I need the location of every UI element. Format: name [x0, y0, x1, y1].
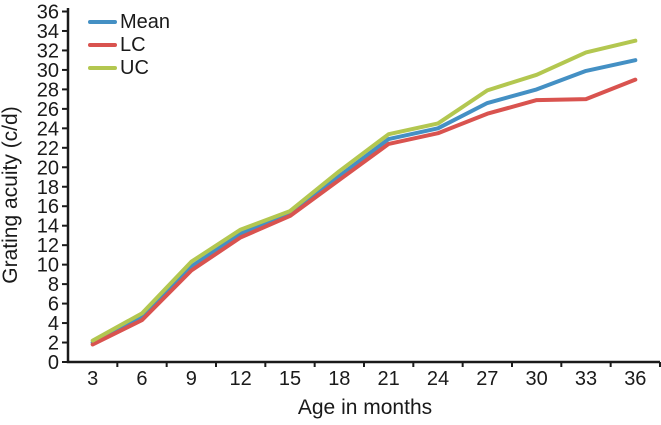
x-tick-label: 21 [378, 368, 400, 390]
y-tick-label: 18 [37, 177, 59, 199]
legend-swatch-lc [88, 42, 117, 47]
x-tick-label: 33 [575, 368, 597, 390]
y-tick-label: 6 [48, 294, 59, 316]
y-tick-label: 16 [37, 196, 59, 218]
series-line-mean [90, 58, 638, 345]
y-tick-label: 8 [48, 274, 59, 296]
y-tick-label: 28 [37, 79, 59, 101]
legend-item-uc: UC [88, 56, 170, 79]
y-tick-label: 30 [37, 60, 59, 82]
legend-item-mean: Mean [88, 10, 170, 33]
x-tick-label: 24 [427, 368, 449, 390]
y-tick-label: 0 [48, 352, 59, 374]
legend-swatch-mean [88, 19, 117, 24]
legend-label-mean: Mean [120, 10, 171, 33]
series-line-lc [90, 77, 638, 347]
x-tick-label: 6 [136, 368, 147, 390]
y-tick-label: 22 [37, 138, 59, 160]
legend-label-uc: UC [120, 56, 149, 79]
legend: Mean LC UC [88, 10, 170, 79]
y-tick-label: 26 [37, 99, 59, 121]
x-tick-label: 12 [230, 368, 252, 390]
x-tick-label: 18 [328, 368, 350, 390]
legend-item-lc: LC [88, 33, 170, 56]
y-tick-label: 12 [37, 235, 59, 257]
x-tick-label: 30 [526, 368, 548, 390]
x-tick-label: 15 [279, 368, 301, 390]
y-axis-title: Grating acuity (c/d) [0, 106, 22, 283]
x-tick-label: 9 [186, 368, 197, 390]
x-tick-label: 3 [87, 368, 98, 390]
y-tick-label: 14 [37, 216, 59, 238]
y-tick-label: 10 [37, 255, 59, 277]
y-tick-label: 32 [37, 40, 59, 62]
x-tick-label: 36 [624, 368, 646, 390]
x-axis-title: Age in months [298, 396, 432, 419]
legend-swatch-uc [88, 65, 117, 70]
series-line-uc [90, 38, 638, 343]
y-tick-label: 36 [37, 2, 59, 24]
x-tick-label: 27 [476, 368, 498, 390]
y-tick-label: 4 [48, 313, 59, 335]
y-tick-label: 34 [37, 21, 59, 43]
y-tick-label: 20 [37, 157, 59, 179]
legend-label-lc: LC [120, 33, 146, 56]
y-tick-label: 2 [48, 333, 59, 355]
y-tick-label: 24 [37, 118, 59, 140]
